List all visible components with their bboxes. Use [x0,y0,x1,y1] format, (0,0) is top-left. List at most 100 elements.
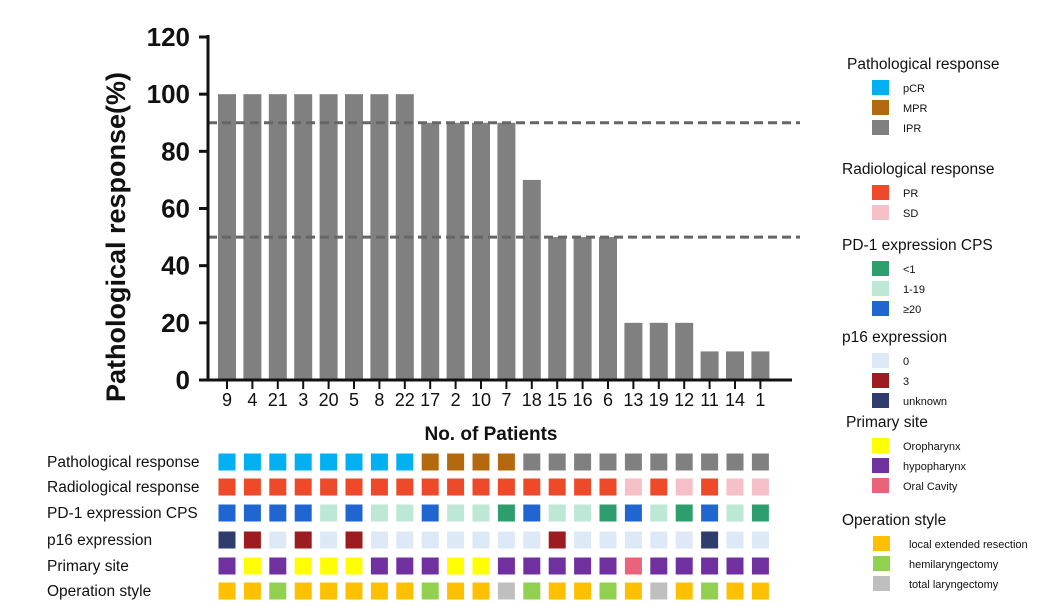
annotation-cell [396,582,414,600]
annotation-cell [574,453,592,471]
annotation-cell [243,557,261,575]
annotation-cell [218,504,236,522]
annotation-cell [396,557,414,575]
bar [472,122,490,380]
y-tick-label: 0 [176,365,190,395]
bar [294,94,313,381]
x-axis-label: No. of Patients [424,424,557,445]
annotation-cell [523,557,541,575]
annotation-cell [726,531,744,549]
bar [446,122,465,380]
annotation-cell [421,478,439,496]
x-tick-label: 13 [623,390,643,410]
annotation-cell [548,478,566,496]
annotation-cell [218,478,236,496]
annotation-row-label: Primary site [47,558,129,575]
legend-title: p16 expression [842,329,947,346]
annotation-cell [624,478,642,496]
bar [700,351,719,380]
annotation-cell [447,453,465,471]
legend-swatch [872,281,889,296]
annotation-cell [675,453,693,471]
legend-swatch [872,353,889,368]
annotation-cell [243,582,261,600]
annotation-cell [650,453,668,471]
annotation-cell [345,478,363,496]
annotation-cell [650,478,668,496]
annotation-cell [523,478,541,496]
annotation-cell [751,453,769,471]
annotation-cell [345,531,363,549]
y-tick-label: 100 [147,79,190,109]
x-tick-label: 2 [451,390,461,410]
annotation-cell [751,504,769,522]
annotation-cell [548,453,566,471]
x-tick-label: 3 [298,390,308,410]
annotation-cell [701,453,719,471]
y-tick-label: 60 [161,194,190,224]
annotation-cell [320,582,338,600]
annotation-cell [675,531,693,549]
annotation-cell [345,582,363,600]
annotation-cell [421,531,439,549]
bar [751,351,770,380]
annotation-cell [726,478,744,496]
bar [599,237,617,380]
annotation-cell [269,557,287,575]
legend-item-label: MPR [903,103,928,115]
annotation-cell [218,557,236,575]
annotation-cell [624,504,642,522]
annotation-cell [294,531,312,549]
annotation-cell [650,531,668,549]
legend-item-label: pCR [903,83,925,95]
annotation-cell [599,478,617,496]
bar [624,322,643,380]
annotation-cell [370,582,388,600]
annotation-cell [624,531,642,549]
annotation-cell [523,531,541,549]
legend-title: Radiological response [842,161,995,178]
x-tick-label: 1 [755,390,765,410]
x-tick-label: 16 [573,390,593,410]
annotation-cell [421,453,439,471]
annotation-cell [447,478,465,496]
annotation-cell [650,504,668,522]
legend-swatch [872,393,889,408]
annotation-row-label: p16 expression [47,532,152,549]
annotation-cell [701,531,719,549]
annotation-cell [447,531,465,549]
annotation-cell [599,504,617,522]
annotation-cell [497,531,515,549]
annotation-cell [472,582,490,600]
annotation-cell [396,453,414,471]
annotation-cell [675,557,693,575]
annotation-row-label: Pathological response [47,454,200,471]
annotation-cell [421,582,439,600]
annotation-cell [599,582,617,600]
annotation-cell [523,453,541,471]
annotation-cell [320,453,338,471]
legend-swatch [873,576,890,591]
annotation-cell [675,582,693,600]
annotation-cell [320,557,338,575]
annotation-cell [345,453,363,471]
annotation-cell [320,478,338,496]
legend-swatch [873,556,890,571]
x-tick-label: 6 [603,390,613,410]
annotation-cell [447,557,465,575]
legend-swatch [872,100,889,115]
legend-swatch [872,261,889,276]
annotation-cell [370,504,388,522]
annotation-cell [574,504,592,522]
annotation-cell [574,557,592,575]
x-tick-label: 20 [319,390,339,410]
annotation-cell [472,504,490,522]
annotation-cell [243,478,261,496]
legend-item-label: ≥20 [903,304,921,316]
annotation-cell [370,531,388,549]
legend-item-label: Oropharynx [903,441,961,453]
y-tick-label: 80 [161,136,190,166]
annotation-cell [294,478,312,496]
legend-item-label: hypopharynx [903,461,966,473]
